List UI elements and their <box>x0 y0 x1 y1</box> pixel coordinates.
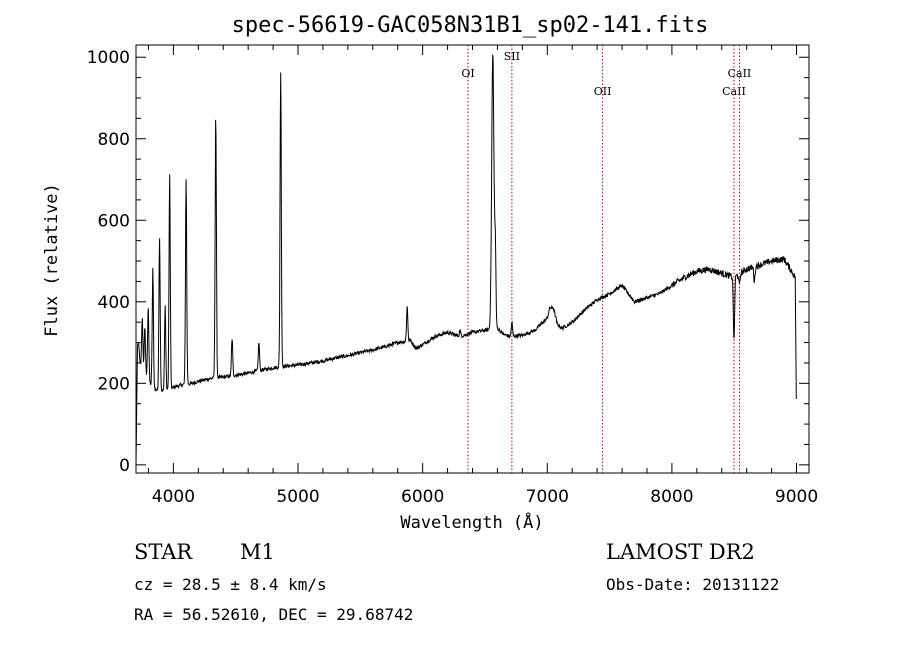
spectrum-line <box>135 54 797 465</box>
marker-label-sii: SII <box>504 50 520 63</box>
coordinates-readout: RA = 56.52610, DEC = 29.68742 <box>134 605 414 624</box>
y-tick-label: 600 <box>98 211 130 231</box>
y-tick-label: 0 <box>119 456 130 476</box>
marker-label-oii: OII <box>594 85 612 98</box>
chart-title: spec-56619-GAC058N31B1_sp02-141.fits <box>232 13 709 38</box>
survey-name: LAMOST DR2 <box>606 540 755 564</box>
x-tick-label: 6000 <box>401 487 444 507</box>
marker-label-caii: CaII <box>728 67 752 80</box>
x-tick-label: 9000 <box>775 487 818 507</box>
redshift-readout: cz = 28.5 ± 8.4 km/s <box>134 575 327 594</box>
object-class: STAR <box>134 540 193 564</box>
y-tick-label: 200 <box>98 374 130 394</box>
marker-label-oi: OI <box>461 67 474 80</box>
y-tick-label: 400 <box>98 293 130 313</box>
x-axis-label: Wavelength (Å) <box>400 511 543 533</box>
plot-frame <box>135 44 810 474</box>
x-axis: 4000 5000 6000 7000 8000 9000 <box>147 45 818 507</box>
marker-label-caii: CaII <box>722 85 746 98</box>
y-axis-label: Flux (relative) <box>42 183 62 337</box>
object-subclass: M1 <box>240 540 275 564</box>
observation-date: Obs-Date: 20131122 <box>606 575 780 594</box>
x-tick-label: 5000 <box>276 487 319 507</box>
y-axis: 0 200 400 600 800 1000 <box>87 48 809 476</box>
line-markers: OI SII OII CaII CaII <box>461 45 751 473</box>
x-tick-label: 7000 <box>526 487 569 507</box>
y-tick-label: 1000 <box>87 48 130 68</box>
x-tick-label: 4000 <box>152 487 195 507</box>
y-tick-label: 800 <box>98 130 130 150</box>
x-tick-label: 8000 <box>650 487 693 507</box>
